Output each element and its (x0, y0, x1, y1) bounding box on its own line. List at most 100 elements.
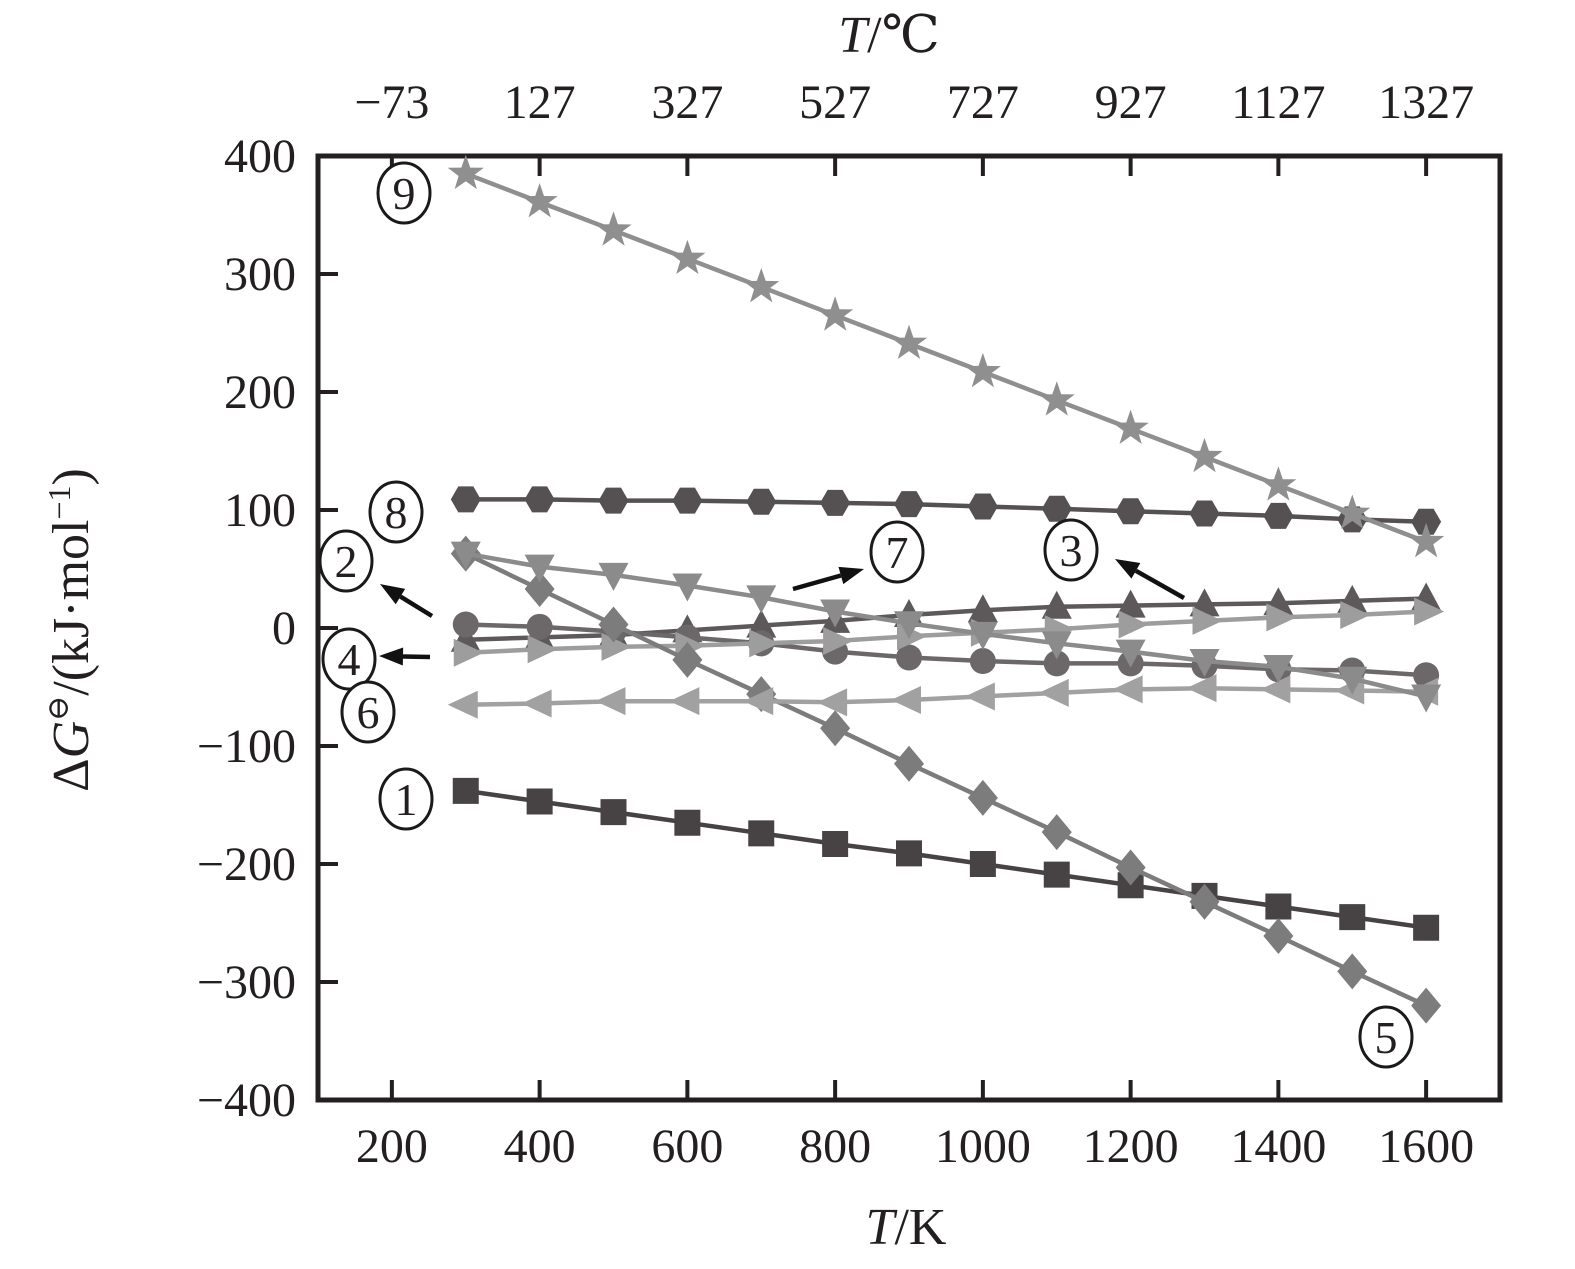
annotation-6: 6 (340, 680, 396, 744)
circled-number-outline-2 (318, 529, 374, 593)
circled-number-outline-1 (378, 767, 434, 831)
series-1-marker-square (452, 777, 479, 804)
series-8-marker-hexagon (746, 488, 777, 515)
axis-ticks (318, 156, 1429, 1100)
y-axis-title: ΔG⊖/(kJ·mol−1) (41, 468, 100, 792)
series-7 (450, 541, 1442, 713)
left-tick-label: 300 (224, 248, 296, 301)
series-1-marker-square (1043, 861, 1070, 888)
bottom-tick-label: 400 (504, 1120, 576, 1173)
top-tick-label: 127 (504, 76, 576, 129)
left-tick-label: −200 (197, 838, 296, 891)
series-5-marker-diamond (1263, 917, 1294, 954)
series-4-marker-triangle-right (749, 629, 780, 658)
bottom-tick-label: 1200 (1083, 1120, 1179, 1173)
series-8-marker-hexagon (894, 491, 924, 518)
left-tick-label: 400 (224, 130, 296, 183)
series-6-marker-triangle-left (964, 682, 995, 711)
series-9-marker-star (669, 239, 706, 274)
series-5-marker-diamond (894, 745, 924, 782)
series-1 (452, 777, 1440, 941)
series-5-marker-diamond (598, 606, 629, 643)
series-5-marker-diamond (1337, 953, 1368, 990)
annotation-arrowhead (1115, 559, 1141, 579)
series-4-marker-triangle-right (453, 638, 484, 667)
series-5-marker-diamond (820, 710, 851, 747)
series-7-marker-triangle-down (672, 573, 703, 602)
series-7-marker-triangle-down (820, 599, 851, 628)
series-6-marker-triangle-left (521, 689, 552, 718)
series-4-marker-triangle-right (1118, 610, 1149, 639)
series-9-marker-star (1260, 466, 1297, 501)
series-8 (450, 486, 1442, 535)
series-6-marker-triangle-left (891, 685, 921, 714)
annotation-2: 2 (318, 529, 434, 618)
top-tick-label: 1327 (1378, 76, 1474, 129)
series-2-marker-circle (452, 611, 479, 638)
series-8-marker-hexagon (1411, 508, 1442, 535)
bottom-tick-label: 1400 (1230, 1120, 1326, 1173)
series-1-marker-square (1339, 904, 1366, 931)
series-9-marker-star (521, 183, 558, 218)
series-6-marker-triangle-left (1038, 678, 1069, 707)
series-9 (447, 154, 1445, 558)
series-6 (447, 674, 1439, 719)
series-4-marker-triangle-right (1414, 597, 1445, 626)
left-tick-label: 100 (224, 484, 296, 537)
circled-number-outline-3 (1043, 518, 1099, 582)
series-7-marker-triangle-down (1041, 631, 1072, 660)
top-tick-label: −73 (354, 76, 429, 129)
circled-number-outline-9 (376, 161, 432, 225)
series-3-marker-triangle-up (1041, 590, 1072, 619)
series-3-marker-triangle-up (967, 594, 998, 623)
circled-number-5: 5 (1375, 1012, 1398, 1063)
annotation-arrow-line (792, 573, 842, 592)
series-9-marker-star (890, 324, 928, 359)
series-6-marker-triangle-left (1112, 675, 1143, 704)
series-3-marker-triangle-up (746, 609, 777, 638)
annotation-arrow-line (1134, 568, 1186, 600)
top-tick-label: 927 (1095, 76, 1167, 129)
series-1-marker-square (600, 799, 627, 826)
series-2-marker-circle (969, 648, 996, 675)
top-tick-label: 527 (799, 76, 871, 129)
series-7-marker-triangle-down (746, 585, 777, 614)
series-5 (450, 535, 1442, 1024)
series-4-marker-triangle-right (527, 635, 558, 664)
left-tick-label: 200 (224, 366, 296, 419)
series-8-marker-hexagon (1115, 498, 1146, 525)
series-4-marker-triangle-right (1266, 603, 1297, 632)
series-8-marker-hexagon (820, 489, 851, 516)
series-8-marker-hexagon (524, 486, 555, 513)
top-tick-label: 327 (651, 76, 723, 129)
series-7-marker-triangle-down (1337, 666, 1368, 695)
series-1-marker-square (674, 809, 701, 836)
series-7-marker-triangle-down (894, 611, 924, 640)
series-9-marker-star (1408, 522, 1445, 558)
top-axis-title: T/℃ (838, 7, 940, 64)
series-5-marker-diamond (672, 641, 703, 678)
bottom-tick-label: 1600 (1378, 1120, 1474, 1173)
series-1-marker-square (969, 851, 996, 877)
bottom-tick-label: 1000 (935, 1120, 1031, 1173)
series-5-line (464, 551, 1428, 1008)
series-8-marker-hexagon (598, 487, 629, 514)
annotation-arrow-line (402, 654, 431, 660)
series-9-marker-star (817, 296, 854, 331)
left-tick-label: −400 (197, 1074, 296, 1127)
series-4-marker-triangle-right (1192, 606, 1223, 635)
series-9-marker-star (1038, 381, 1075, 416)
top-tick-label: 1127 (1231, 76, 1325, 129)
circled-number-1: 1 (395, 774, 418, 825)
series-2-marker-circle (526, 613, 553, 640)
series-6-marker-triangle-left (817, 688, 848, 717)
series-9-marker-star (964, 352, 1001, 388)
series-5-marker-diamond (1411, 987, 1442, 1024)
series-8-marker-hexagon (1189, 500, 1220, 527)
series-9-marker-star (1334, 494, 1371, 529)
left-tick-label: −300 (197, 956, 296, 1009)
bottom-tick-label: 800 (799, 1120, 871, 1173)
series-1-marker-square (1413, 914, 1440, 941)
circled-number-2: 2 (335, 536, 358, 587)
